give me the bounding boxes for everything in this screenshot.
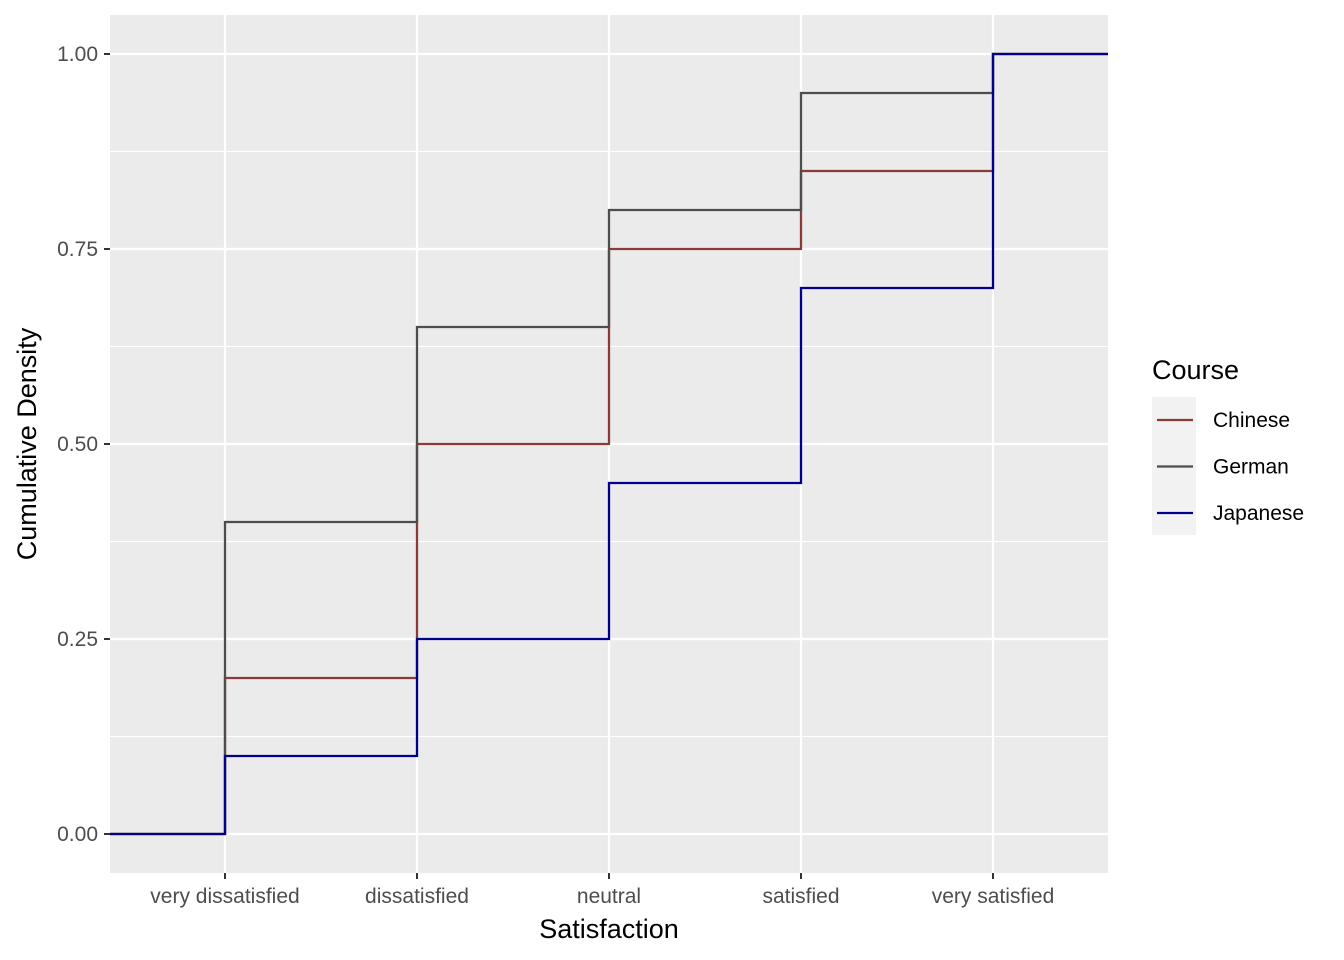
x-tick-label: very dissatisfied	[150, 885, 299, 908]
series-line-japanese	[110, 52, 1108, 836]
y-tick-label: 0.00	[57, 823, 98, 846]
x-tick-label: dissatisfied	[365, 885, 469, 908]
y-axis-title: Cumulative Density	[12, 327, 42, 560]
x-axis-title: Satisfaction	[539, 914, 679, 944]
legend-label-japanese: Japanese	[1213, 502, 1304, 525]
y-axis: 0.00 0.25 0.50 0.75 1.00	[57, 43, 110, 846]
legend-label-german: German	[1213, 456, 1289, 479]
series-lines	[110, 52, 1108, 836]
legend: Course Chinese German Japanese	[1152, 355, 1304, 535]
legend-title: Course	[1152, 355, 1239, 385]
y-tick-label: 0.25	[57, 628, 98, 651]
x-tick-label: satisfied	[762, 885, 839, 908]
x-axis: very dissatisfied dissatisfied neutral sati…	[150, 873, 1054, 908]
legend-label-chinese: Chinese	[1213, 409, 1290, 432]
y-tick-label: 1.00	[57, 43, 98, 66]
y-tick-label: 0.75	[57, 238, 98, 261]
x-tick-label: very satisfied	[932, 885, 1055, 908]
y-tick-label: 0.50	[57, 433, 98, 456]
x-tick-label: neutral	[577, 885, 641, 908]
